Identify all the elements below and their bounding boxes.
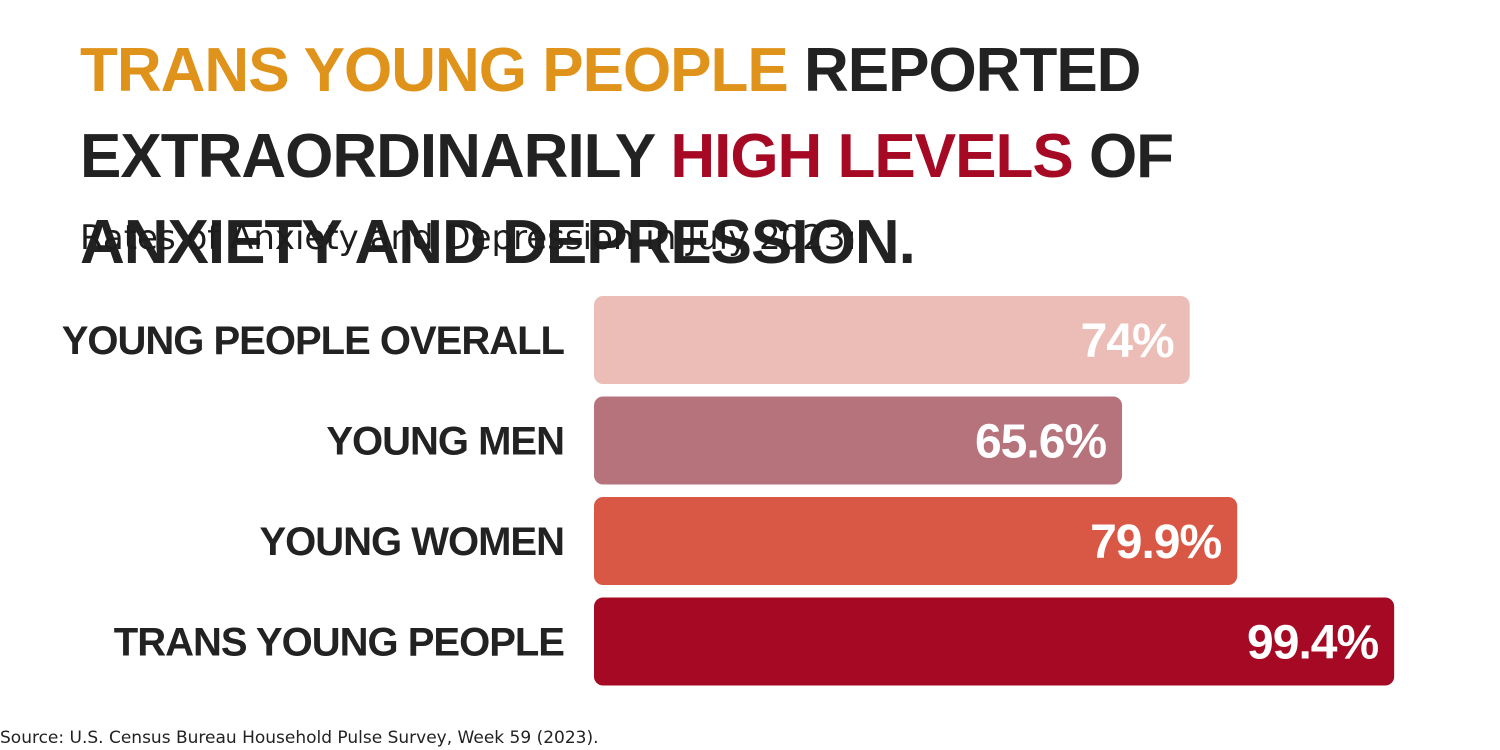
- chart-title: Rates of Anxiety and Depression in July …: [80, 218, 857, 258]
- bar-2: [594, 396, 1123, 485]
- category-label-2: YOUNG MEN: [326, 420, 564, 464]
- source-note: Source: U.S. Census Bureau Household Pul…: [0, 728, 599, 748]
- category-label-4: TRANS YOUNG PEOPLE: [114, 621, 565, 665]
- headline-highlight-trans: TRANS YOUNG PEOPLE: [80, 36, 789, 105]
- bar-1: [594, 296, 1190, 384]
- headline-text-reported: REPORTED EXTRAORDINARILY: [80, 36, 1141, 191]
- value-label-3: 79.9%: [1090, 516, 1221, 569]
- value-label-2: 65.6%: [975, 416, 1106, 469]
- headline: TRANS YOUNG PEOPLE REPORTED EXTRAORDINAR…: [80, 28, 1440, 286]
- bar-chart: YOUNG PEOPLE OVERALL 74% YOUNG MEN 65.6% YOU…: [0, 294, 1500, 694]
- category-label-3: YOUNG WOMEN: [259, 520, 564, 564]
- bar-chart-svg: YOUNG PEOPLE OVERALL 74% YOUNG MEN 65.6% YOU…: [62, 296, 1395, 686]
- value-label-4: 99.4%: [1247, 617, 1378, 670]
- bar-3: [594, 497, 1238, 585]
- headline-highlight-high-levels: HIGH LEVELS: [670, 122, 1073, 191]
- value-label-1: 74%: [1081, 315, 1174, 368]
- headline-text-anxiety: OF ANXIETY AND DEPRESSION.: [80, 122, 1174, 277]
- category-label-1: YOUNG PEOPLE OVERALL: [62, 319, 565, 363]
- bar-4: [594, 597, 1395, 686]
